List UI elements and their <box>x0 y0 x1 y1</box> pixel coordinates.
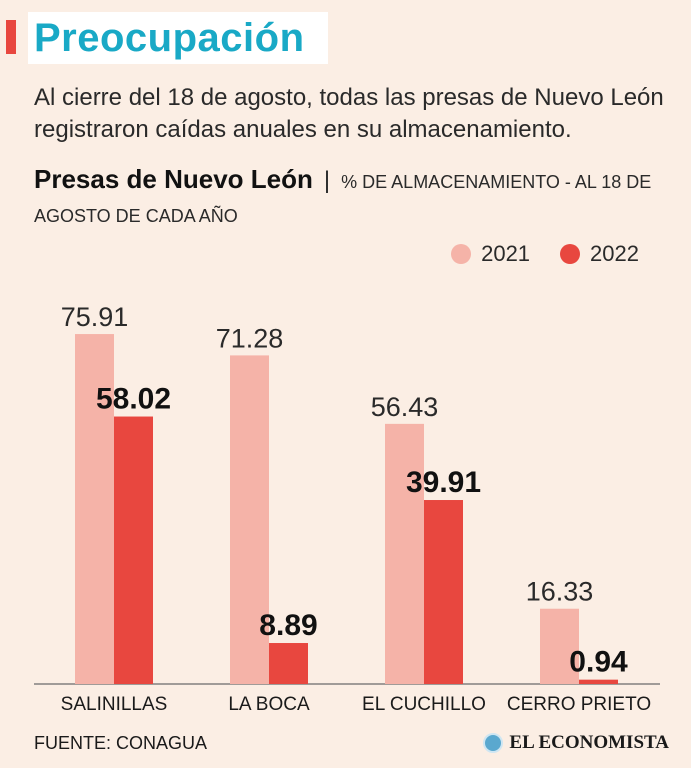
x-tick-label-salinillas: SALINILLAS <box>61 694 168 715</box>
subtitle-separator: | <box>323 167 331 194</box>
data-label-2021-cerro-prieto: 16.33 <box>526 577 594 607</box>
bar-2022-salinillas <box>114 416 153 684</box>
bar-2022-cerro-prieto <box>579 679 618 684</box>
x-tick-label-cerro-prieto: CERRO PRIETO <box>507 694 651 715</box>
data-label-2021-el-cuchillo: 56.43 <box>371 392 439 422</box>
source-note: FUENTE: CONAGUA <box>34 733 208 753</box>
legend-swatch-2021 <box>451 244 472 264</box>
bar-2021-salinillas <box>75 334 114 684</box>
data-label-2022-salinillas: 58.02 <box>96 383 171 416</box>
intro-text: Al cierre del 18 de agosto, todas las pr… <box>34 84 664 143</box>
chart-title: Presas de Nuevo León <box>34 164 313 194</box>
data-label-2022-cerro-prieto: 0.94 <box>569 646 628 679</box>
bar-2021-el-cuchillo <box>385 423 424 684</box>
brand-logo: EL ECONOMISTA <box>483 732 669 754</box>
bar-2021-cerro-prieto <box>540 608 579 684</box>
legend-label-2021: 2021 <box>481 241 531 266</box>
legend-item-2021: 2021 <box>451 241 530 267</box>
x-tick-label-el-cuchillo: EL CUCHILLO <box>362 694 486 715</box>
x-tick-label-la-boca: LA BOCA <box>228 694 310 715</box>
chart-subtitle: Presas de Nuevo León | % DE ALMACENAMIEN… <box>34 162 674 233</box>
data-label-2022-el-cuchillo: 39.91 <box>406 466 481 499</box>
chart-units: % DE ALMACENAMIENTO - AL 18 DE AGOSTO DE… <box>34 172 652 226</box>
data-label-2021-la-boca: 71.28 <box>216 323 284 353</box>
title-band <box>28 12 328 64</box>
bar-2021-la-boca <box>230 355 269 684</box>
data-label-2022-la-boca: 8.89 <box>259 609 317 642</box>
globe-icon <box>483 733 504 753</box>
brand-name: EL ECONOMISTA <box>509 732 669 753</box>
legend-item-2022: 2022 <box>560 241 639 267</box>
data-label-2021-salinillas: 75.91 <box>61 302 129 332</box>
page-title: Preocupación <box>34 16 305 60</box>
legend-label-2022: 2022 <box>590 241 639 266</box>
accent-bar <box>6 20 16 54</box>
legend: 2021 2022 <box>451 241 639 267</box>
bar-2022-el-cuchillo <box>424 500 463 684</box>
legend-swatch-2022 <box>560 244 581 264</box>
bar-2022-la-boca <box>269 643 308 684</box>
